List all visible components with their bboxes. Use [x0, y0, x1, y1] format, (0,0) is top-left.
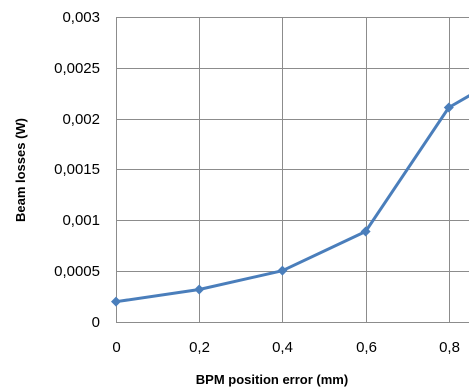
y-tick-label: 0,0005 [54, 263, 100, 280]
grid-layer [116, 17, 469, 323]
series-line [114, 94, 469, 304]
data-point-marker [111, 296, 121, 307]
series-layer [111, 94, 469, 307]
y-tick-label: 0,002 [62, 111, 100, 128]
data-point-marker [277, 265, 288, 276]
y-tick-label: 0,0015 [54, 161, 100, 178]
y-tick-label: 0 [92, 314, 100, 331]
x-axis-title: BPM position error (mm) [196, 372, 348, 387]
data-point-marker [194, 284, 205, 295]
y-tick-labels: 0 0,0005 0,001 0,0015 0,002 0,0025 0,003 [54, 9, 100, 331]
x-tick-labels: 00,20,40,60,81 [112, 339, 460, 356]
x-tick-label: 0,2 [189, 339, 210, 356]
data-point-marker [360, 226, 371, 237]
y-tick-label: 0,0025 [54, 60, 100, 77]
y-tick-label: 0,001 [62, 212, 100, 229]
y-tick-label: 0,003 [62, 9, 100, 26]
x-tick-label: 0,8 [439, 339, 460, 356]
x-tick-label: 0,6 [356, 339, 377, 356]
x-tick-label: 0,4 [272, 339, 293, 356]
data-point-marker [443, 102, 454, 113]
y-axis-title: Beam losses (W) [13, 118, 28, 222]
x-tick-label: 0 [112, 339, 120, 356]
